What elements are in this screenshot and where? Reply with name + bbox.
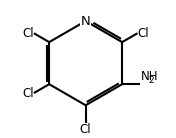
- Text: Cl: Cl: [22, 87, 34, 99]
- Text: 2: 2: [148, 76, 154, 85]
- Text: Cl: Cl: [80, 123, 92, 136]
- Text: Cl: Cl: [137, 27, 149, 40]
- Text: Cl: Cl: [22, 27, 34, 40]
- Text: NH: NH: [141, 70, 158, 83]
- Text: N: N: [81, 14, 90, 28]
